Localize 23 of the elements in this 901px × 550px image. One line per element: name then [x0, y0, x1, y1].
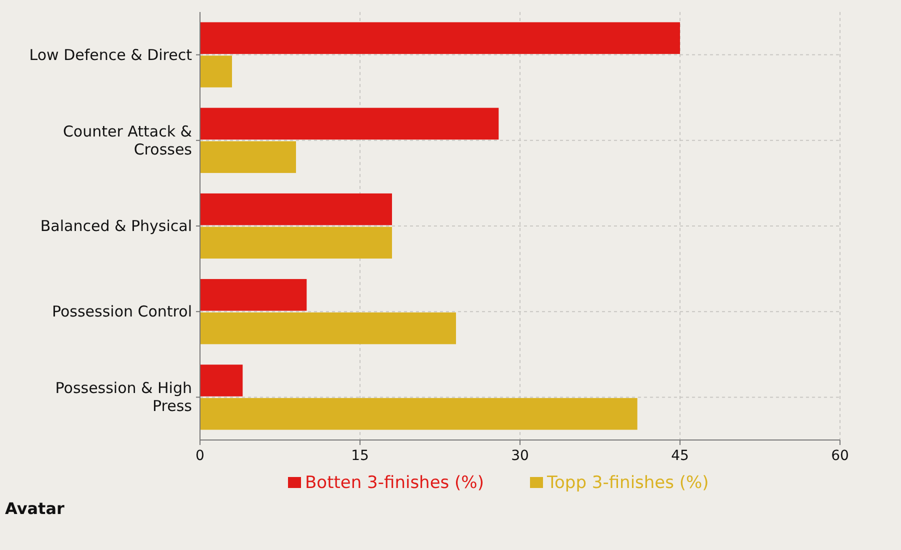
x-tick-label: 45 [671, 448, 689, 464]
bar [200, 193, 392, 226]
y-tick-label: Possession Control [52, 302, 192, 321]
y-tick-label: Counter Attack & Crosses [62, 122, 192, 158]
x-tick-label: 15 [351, 448, 369, 464]
x-tick-label: 30 [511, 448, 529, 464]
bar [200, 398, 638, 430]
x-tick-label: 60 [831, 448, 849, 464]
x-tick-label: 0 [196, 448, 204, 464]
y-tick-label: Low Defence & Direct [29, 46, 192, 64]
bar [200, 364, 243, 396]
legend-label: Topp 3-finishes (%) [546, 473, 709, 493]
bar [200, 56, 232, 88]
bar [200, 141, 296, 173]
bar [200, 279, 307, 311]
text: Avatar [5, 499, 64, 518]
legend-label: Botten 3-finishes (%) [305, 473, 484, 493]
y-tick-label: Possession & High Press [55, 379, 192, 416]
bar [200, 22, 680, 54]
bar [200, 226, 392, 259]
y-tick-label: Balanced & Physical [40, 217, 192, 235]
bar [200, 108, 499, 140]
bar [200, 312, 456, 344]
